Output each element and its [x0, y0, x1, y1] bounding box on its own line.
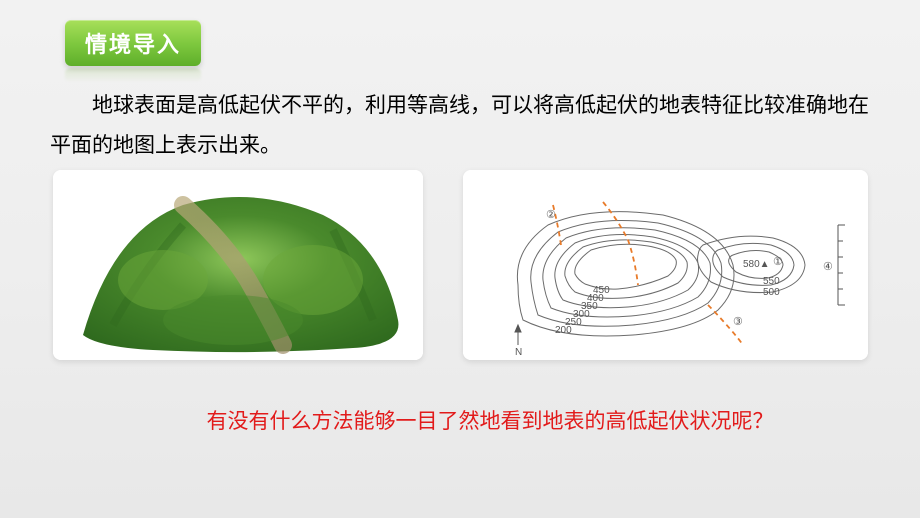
contour-label-450: 450	[593, 285, 610, 296]
question-text-wrap: 有没有什么方法能够一目了然地看到地表的高低起伏状况呢？	[0, 405, 920, 435]
badge-reflection	[65, 68, 201, 82]
question-text: 有没有什么方法能够一目了然地看到地表的高低起伏状况呢？	[207, 410, 774, 433]
contour-label-550: 550	[763, 276, 780, 287]
north-label: N	[515, 347, 522, 358]
marker-3: ③	[733, 316, 743, 328]
intro-text: 地球表面是高低起伏不平的，利用等高线，可以将高低起伏的地表特征比较准确地在平面的…	[50, 94, 869, 157]
section-badge-label: 情境导入	[85, 32, 181, 57]
mountain-photo	[53, 170, 423, 360]
intro-paragraph: 地球表面是高低起伏不平的，利用等高线，可以将高低起伏的地表特征比较准确地在平面的…	[50, 86, 870, 166]
section-badge: 情境导入	[65, 20, 201, 66]
marker-4: ④	[823, 261, 833, 273]
contour-label-580: 580▲	[743, 259, 770, 270]
contour-map-svg: 200 250 300 350 400 450 500 550 580▲ ① ②…	[463, 170, 868, 360]
marker-2: ②	[546, 209, 556, 221]
contour-map: 200 250 300 350 400 450 500 550 580▲ ① ②…	[463, 170, 868, 360]
images-row: 200 250 300 350 400 450 500 550 580▲ ① ②…	[50, 170, 870, 360]
contour-label-500: 500	[763, 287, 780, 298]
mountain-illustration-svg	[53, 170, 423, 360]
section-badge-wrap: 情境导入	[65, 20, 201, 86]
marker-1: ①	[773, 256, 783, 268]
